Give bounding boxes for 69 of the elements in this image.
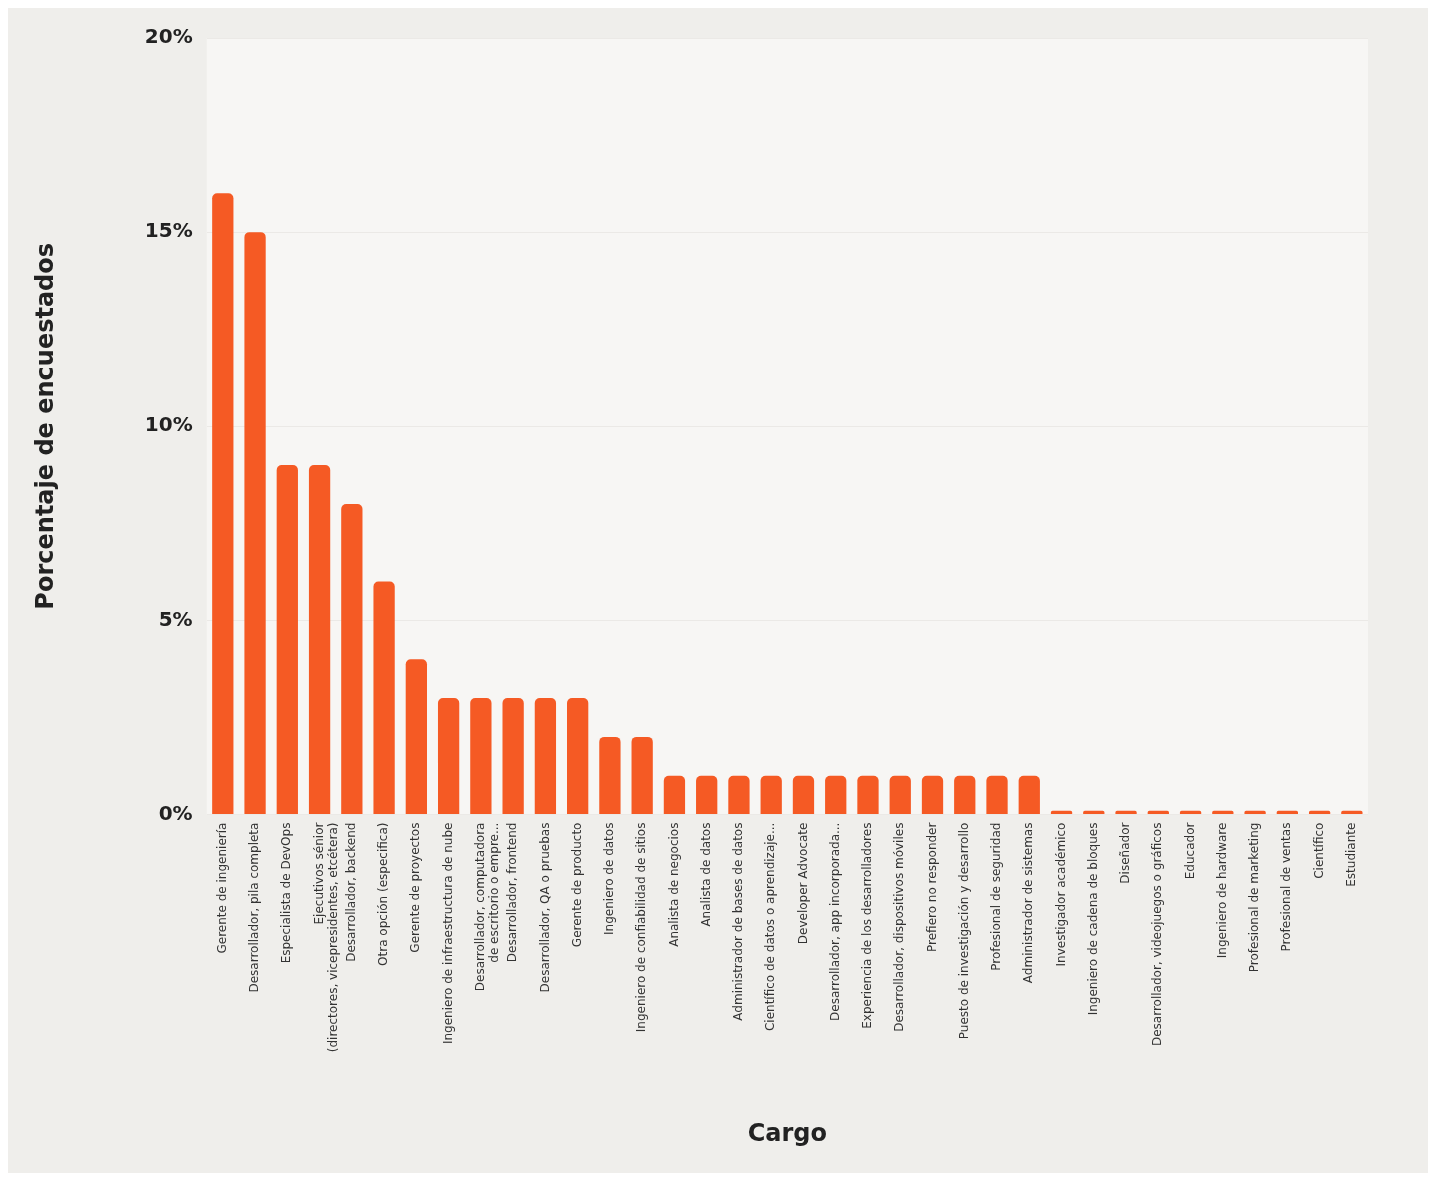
- x-tick-label: Administrador de bases de datos: [731, 822, 746, 1021]
- bar: [276, 465, 298, 815]
- x-tick-label: Desarrollador, frontend: [505, 822, 520, 963]
- bar: [921, 775, 944, 815]
- x-tick-label: Desarrollador, computadora de escritorio o empre...: [473, 822, 502, 992]
- x-tick-label: Desarrollador, videojuegos o gráficos: [1150, 822, 1165, 1047]
- x-tick-label: Desarrollador, dispositivos móviles: [892, 822, 907, 1032]
- x-tick-label: Developer Advocate: [795, 822, 810, 945]
- x-tick-label: Diseñador: [1118, 822, 1133, 884]
- x-tick-label: Ejecutivos sénior (directores, vicepresidentes, etcétera): [311, 822, 341, 1053]
- x-tick-label: Investigador académico: [1053, 822, 1068, 967]
- y-tick-label: 5%: [158, 606, 193, 631]
- x-tick-label: Profesional de marketing: [1247, 822, 1262, 973]
- x-tick-label: Gerente de proyectos: [408, 822, 423, 953]
- bar: [308, 465, 331, 815]
- x-tick-label: Ingeniero de datos: [602, 822, 617, 935]
- x-tick-label: Prefiero no responder: [924, 822, 939, 952]
- x-tick-label: Ingeniero de hardware: [1214, 822, 1229, 959]
- bar: [792, 775, 815, 815]
- x-tick-label: Educador: [1182, 822, 1197, 880]
- y-axis-title: Porcentaje de encuestados: [30, 242, 59, 610]
- bar: [373, 581, 395, 815]
- bar: [212, 193, 234, 815]
- x-tick-label: Científico: [1311, 822, 1326, 879]
- x-tick-label: Desarrollador, app incorporada...: [827, 822, 842, 1021]
- y-tick-label: 20%: [144, 24, 193, 49]
- x-tick-label: Otra opción (especifica): [376, 822, 391, 966]
- x-tick-label: Ingeniero de confiabilidad de sitios: [634, 822, 649, 1033]
- x-tick-label: Gerente de ingeniería: [214, 822, 229, 954]
- x-tick-label: Experiencia de los desarrolladores: [860, 822, 875, 1029]
- x-tick-label: Desarrollador, pila completa: [247, 822, 262, 993]
- x-tick-label: Puesto de investigación y desarrollo: [956, 822, 971, 1040]
- bar: [534, 698, 557, 815]
- x-tick-label: Analista de negocios: [666, 822, 681, 947]
- bar: [405, 659, 427, 815]
- bar: [502, 698, 524, 815]
- y-tick-label: 0%: [158, 800, 193, 825]
- x-tick-label: Profesional de seguridad: [989, 822, 1004, 971]
- bar: [599, 736, 621, 815]
- bar: [760, 775, 782, 815]
- x-tick-label: Analista de datos: [698, 822, 713, 927]
- x-tick-label: Administrador de sistemas: [1021, 822, 1036, 984]
- x-tick-label: Ingeniero de infraestructura de nube: [440, 822, 455, 1045]
- bar: [954, 775, 976, 815]
- x-tick-label: Científico de datos o aprendizaje...: [763, 822, 778, 1032]
- bar: [696, 775, 718, 815]
- x-tick-label: Estudiante: [1344, 822, 1358, 887]
- x-tick-label: Desarrollador, backend: [343, 822, 358, 962]
- y-tick-label: 15%: [144, 218, 193, 243]
- x-tick-label: Especialista de DevOps: [279, 822, 294, 964]
- bar: [631, 736, 653, 815]
- bar: [341, 503, 363, 815]
- x-tick-label: Ingeniero de cadena de bloques: [1085, 822, 1100, 1016]
- x-axis-title: Cargo: [747, 1118, 827, 1147]
- bar: [470, 698, 492, 815]
- x-tick-label: Gerente de producto: [569, 822, 584, 948]
- x-tick-label: Desarrollador, QA o pruebas: [537, 822, 552, 993]
- bar: [567, 698, 589, 815]
- y-tick-label: 10%: [144, 412, 193, 437]
- x-tick-label: Profesional de ventas: [1279, 822, 1294, 952]
- bar: [1018, 775, 1040, 815]
- bar: [663, 775, 686, 815]
- bar: [728, 775, 750, 815]
- bar: [437, 698, 460, 815]
- bar: [986, 775, 1008, 815]
- bar: [244, 232, 266, 815]
- bar: [857, 775, 879, 815]
- bar: [825, 775, 847, 815]
- bar: [889, 775, 911, 815]
